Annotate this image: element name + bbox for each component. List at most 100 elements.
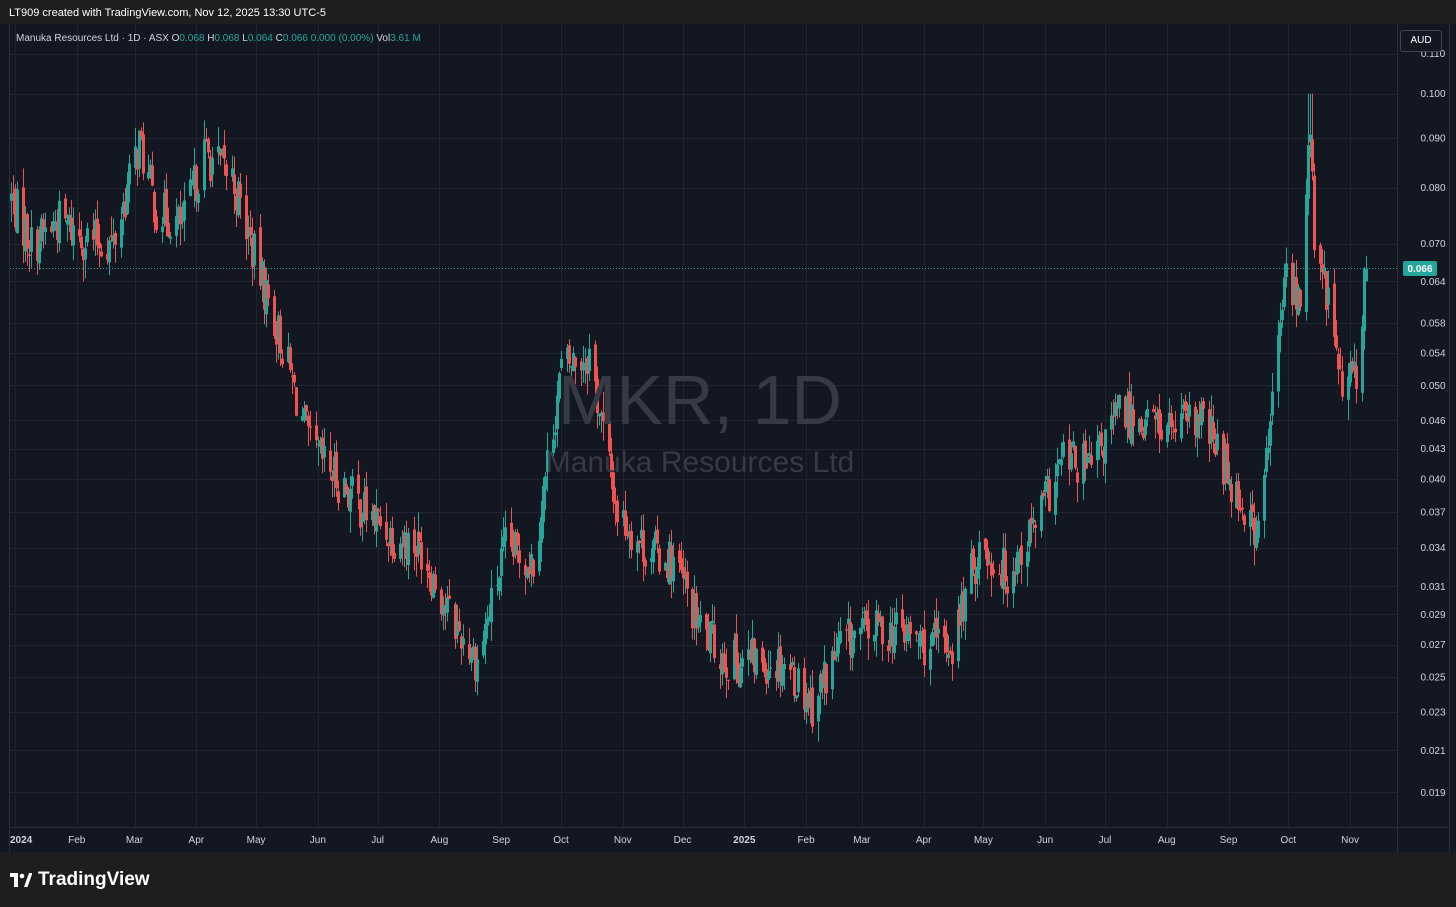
candle-body: [1016, 551, 1019, 575]
candle-body: [1291, 262, 1294, 306]
candle-body: [923, 629, 926, 666]
candle-body: [359, 499, 362, 528]
candle-body: [273, 296, 276, 336]
tradingview-logo[interactable]: TradingView: [10, 869, 150, 891]
candle-body: [301, 416, 304, 421]
candle-body: [1249, 510, 1252, 527]
candle-body: [598, 414, 601, 417]
tradingview-logo-icon: [10, 873, 32, 887]
candle-body: [136, 150, 139, 170]
candle-body: [365, 486, 368, 521]
candle-body: [691, 589, 694, 629]
legend-volume-value: 3.61 M: [390, 33, 421, 44]
candle-body: [907, 624, 910, 641]
legend-low-label: L: [242, 33, 248, 44]
candle-body: [656, 529, 659, 544]
candle-body: [670, 545, 673, 577]
candle-body: [415, 552, 418, 557]
candle-body: [1299, 290, 1302, 307]
candle-body: [654, 531, 657, 543]
candle-body: [106, 254, 109, 260]
candle-body: [1058, 459, 1061, 464]
candle-body: [909, 621, 912, 634]
candle-body: [379, 516, 382, 527]
candle-body: [789, 664, 792, 670]
time-tick-label: Feb: [797, 835, 815, 846]
candle-body: [335, 451, 338, 489]
candle-body: [951, 651, 954, 665]
candle-body: [851, 639, 854, 658]
candle-body: [112, 235, 115, 242]
candle-body: [630, 530, 633, 551]
candle-body: [819, 674, 822, 693]
candle-body: [751, 638, 754, 663]
candle-body: [960, 594, 963, 622]
candle-body: [725, 667, 728, 678]
time-tick-label: Jun: [310, 835, 326, 846]
candle-body: [915, 631, 918, 635]
candle-body: [1269, 421, 1272, 446]
candle-body: [1090, 455, 1093, 465]
time-tick-label: Sep: [1220, 835, 1238, 846]
candle-body: [183, 200, 186, 221]
candle-body: [500, 548, 503, 576]
candle-body: [179, 206, 182, 225]
legend-symbol: Manuka Resources Ltd · 1D · ASX: [16, 33, 169, 44]
candle-body: [149, 164, 152, 177]
candle-body: [86, 228, 89, 243]
candle-body: [608, 421, 611, 452]
candle-body: [504, 527, 507, 542]
candle-body: [84, 248, 87, 260]
time-tick-label: Aug: [1158, 835, 1176, 846]
candle-body: [1353, 362, 1356, 370]
candle-body: [1140, 418, 1143, 432]
candle-body: [56, 221, 59, 240]
candle-body: [295, 387, 298, 416]
candle-body: [221, 148, 224, 154]
time-tick-label: Sep: [492, 835, 510, 846]
candle-body: [990, 563, 993, 576]
candle-body: [1210, 415, 1213, 443]
candle-body: [193, 165, 196, 190]
candle-body: [805, 697, 808, 713]
candle-body: [1056, 464, 1059, 477]
candle-body: [737, 663, 740, 683]
price-tick-label: 0.058: [1420, 318, 1445, 329]
candle-body: [96, 218, 99, 246]
candle-body: [1243, 515, 1246, 525]
candle-body: [1040, 495, 1043, 531]
time-tick-label: Mar: [126, 835, 144, 846]
candle-body: [263, 266, 266, 310]
candle-body: [1096, 441, 1099, 461]
candle-body: [253, 233, 256, 266]
currency-button[interactable]: AUD: [1400, 30, 1442, 52]
candle-body: [1042, 492, 1045, 497]
candle-body: [16, 189, 19, 234]
candle-body: [612, 472, 615, 503]
candle-body: [546, 450, 549, 472]
candle-body: [1076, 472, 1079, 483]
time-tick-label: Nov: [614, 835, 632, 846]
candle-body: [1062, 441, 1065, 457]
candle-body: [879, 619, 882, 622]
candle-body: [261, 261, 264, 286]
candle-body: [727, 679, 730, 681]
time-tick-label: Feb: [68, 835, 86, 846]
candle-body: [1196, 414, 1199, 438]
candle-body: [371, 511, 374, 520]
candle-body: [391, 528, 394, 556]
candle-body: [640, 529, 643, 539]
candle-body: [1130, 404, 1133, 444]
candle-body: [486, 618, 489, 626]
candle-body: [666, 567, 669, 579]
candle-body: [594, 344, 597, 382]
candle-body: [247, 227, 250, 237]
time-tick-label: Mar: [853, 835, 871, 846]
candle-body: [432, 573, 435, 598]
candle-body: [142, 134, 145, 174]
candle-body: [58, 200, 61, 244]
candle-body: [303, 408, 306, 421]
candle-body: [323, 446, 326, 458]
candle-body: [14, 188, 17, 228]
